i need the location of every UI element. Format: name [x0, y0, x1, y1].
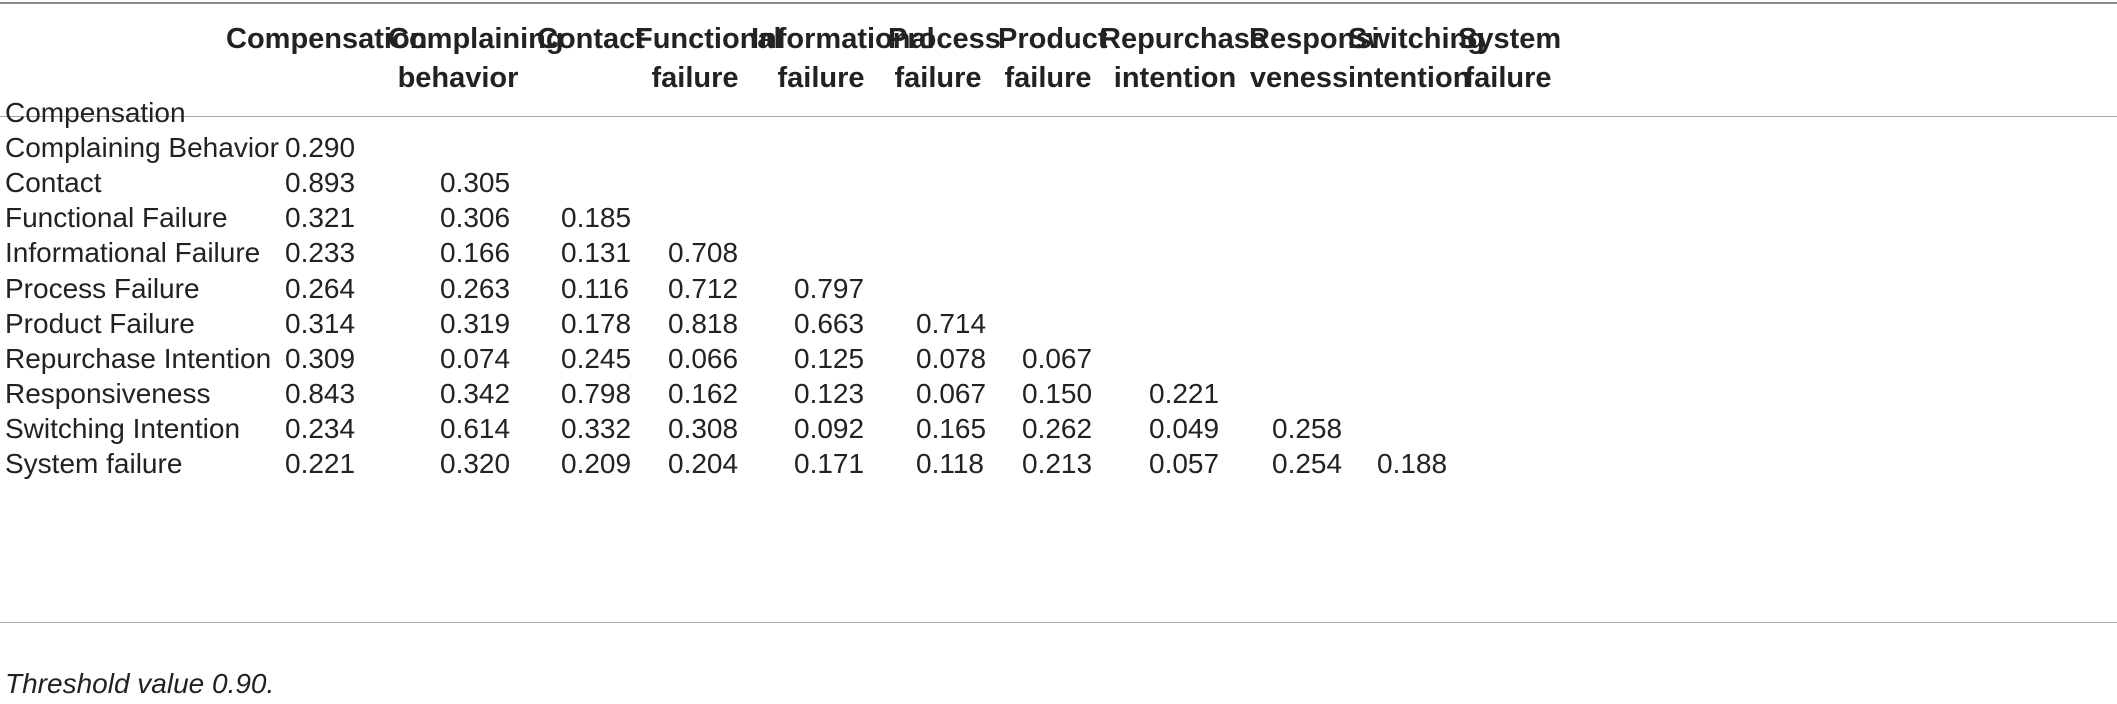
table-cell: 0.067 [1022, 342, 1093, 374]
column-header: Functional failure [635, 23, 782, 94]
table-cell: 0.332 [561, 412, 632, 444]
column-header: Complaining behavior [388, 23, 564, 94]
table-cell: 0.118 [916, 448, 984, 479]
table-cell: 0.309 [285, 342, 356, 374]
table-cell: 0.614 [440, 412, 511, 444]
column-header: System failure [1458, 23, 1562, 94]
column-header: Repurchase intention [1100, 23, 1267, 94]
table-cell: 0.818 [668, 307, 739, 339]
row-label: Process Failure [5, 272, 200, 304]
table-cell: 0.221 [1149, 377, 1220, 409]
table-cell: 0.185 [561, 202, 632, 234]
table-cell: 0.893 [285, 167, 356, 199]
table-footnote: Threshold value 0.90. [5, 668, 275, 699]
table-cell: 0.178 [561, 307, 632, 339]
row-label: Responsiveness [5, 377, 211, 409]
column-header: Product failure [998, 23, 1108, 94]
table-cell: 0.342 [440, 377, 511, 409]
column-header: Responsi veness [1249, 23, 1380, 94]
row-label: Product Failure [5, 307, 195, 339]
table-cell: 0.258 [1272, 412, 1343, 444]
table-bottom-rule [0, 622, 2117, 623]
table-cell: 0.320 [440, 448, 511, 479]
table-header-rule [0, 116, 2117, 117]
table-cell: 0.204 [668, 448, 739, 479]
table-cell: 0.092 [794, 412, 865, 444]
table-cell: 0.262 [1022, 412, 1093, 444]
row-label: Informational Failure [5, 237, 261, 269]
table-cell: 0.123 [794, 377, 865, 409]
table-cell: 0.308 [668, 412, 739, 444]
row-label: System failure [5, 448, 183, 479]
table-cell: 0.209 [561, 448, 632, 479]
table-cell: 0.290 [285, 132, 356, 164]
table-cell: 0.057 [1149, 448, 1220, 479]
table-cell: 0.166 [440, 237, 511, 269]
table-cell: 0.798 [561, 377, 632, 409]
table-cell: 0.708 [668, 237, 739, 269]
column-header: Process failure [888, 23, 1001, 94]
table-cell: 0.074 [440, 342, 511, 374]
row-label: Complaining Behavior [5, 132, 279, 164]
row-label: Switching Intention [5, 412, 241, 444]
table-cell: 0.066 [668, 342, 739, 374]
table-cell: 0.067 [916, 377, 987, 409]
table-cell: 0.319 [440, 307, 511, 339]
table-cell: 0.321 [285, 202, 356, 234]
table-cell: 0.078 [916, 342, 987, 374]
table-cell: 0.254 [1272, 448, 1343, 479]
table-cell: 0.712 [668, 272, 739, 304]
table-top-rule [0, 2, 2117, 4]
table-cell: 0.049 [1149, 412, 1220, 444]
table-cell: 0.245 [561, 342, 632, 374]
table-cell: 0.306 [440, 202, 511, 234]
table-cell: 0.234 [285, 412, 356, 444]
table-cell: 0.221 [285, 448, 356, 479]
row-label: Compensation [5, 97, 186, 128]
column-header: Informational failure [751, 23, 935, 94]
table-cell: 0.125 [794, 342, 865, 374]
table-cell: 0.116 [561, 272, 629, 304]
table-cell: 0.843 [285, 377, 356, 409]
table-cell: 0.131 [561, 237, 632, 269]
table-cell: 0.263 [440, 272, 511, 304]
table-cell: 0.188 [1377, 448, 1448, 479]
table-cell: 0.150 [1022, 377, 1093, 409]
table-cell: 0.314 [285, 307, 356, 339]
row-label: Functional Failure [5, 202, 228, 234]
table-cell: 0.162 [668, 377, 739, 409]
table-cell: 0.213 [1022, 448, 1093, 479]
column-header: Switching intention [1348, 23, 1485, 94]
table-cell: 0.264 [285, 272, 356, 304]
table-cell: 0.714 [916, 307, 987, 339]
table-cell: 0.663 [794, 307, 865, 339]
table-cell: 0.797 [794, 272, 865, 304]
table-cell: 0.233 [285, 237, 356, 269]
column-header: Contact [537, 23, 645, 55]
table-cell: 0.171 [794, 448, 865, 479]
table-cell: 0.305 [440, 167, 511, 199]
column-header: Compensation [226, 23, 428, 55]
row-label: Contact [5, 167, 102, 199]
row-label: Repurchase Intention [5, 342, 272, 374]
table-cell: 0.165 [916, 412, 987, 444]
